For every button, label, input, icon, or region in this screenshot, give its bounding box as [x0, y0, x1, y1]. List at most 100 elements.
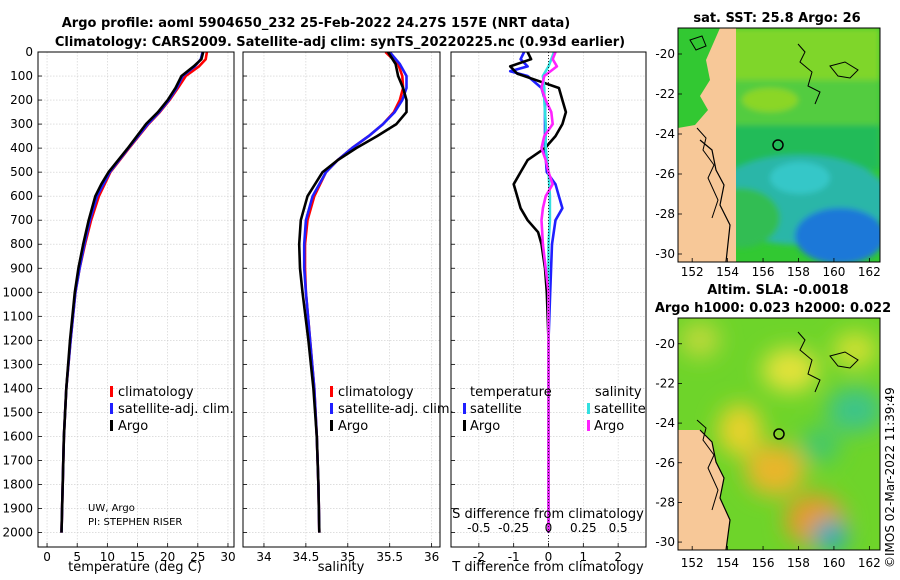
map-lat-label: -28 — [655, 207, 675, 221]
salinity-axes-frame — [242, 51, 441, 548]
temperature-series — [60, 52, 209, 533]
temperature-tick-labels: 0 5 10 15 20 25 30 — [43, 550, 235, 564]
legend-swatch-satellite-adj — [330, 403, 333, 414]
legend-swatch-salinity-argo — [587, 420, 590, 431]
map-lat-label: -20 — [655, 47, 675, 61]
difference-panel: -2 -1 0 1 2 -0.5 -0.25 0 0.25 0.5 S difference f… — [450, 51, 647, 575]
x-tick-label: 2 — [614, 550, 622, 564]
x-tick-label: 30 — [220, 550, 235, 564]
temperature-x-axis-label: temperature (deg C) — [68, 560, 202, 575]
x-tick-label: 20 — [160, 550, 175, 564]
x-tick-label: 1 — [580, 550, 588, 564]
depth-tick-label: 100 — [10, 69, 33, 83]
salinity-legend: climatology satellite-adj. clim. Argo — [330, 385, 454, 434]
map-lat-label: -30 — [655, 535, 675, 549]
difference-legend: temperature salinity satellite Argo sate… — [463, 385, 646, 434]
map-lat-label: -22 — [655, 87, 675, 101]
x-tick-label: 35 — [340, 550, 355, 564]
s-tick-label: -0.25 — [498, 521, 529, 535]
map-lat-label: -26 — [655, 167, 675, 181]
depth-tick-label: 1400 — [2, 381, 33, 395]
map-lon-label: 160 — [822, 556, 845, 570]
title-line-1: Argo profile: aoml 5904650_232 25-Feb-20… — [62, 16, 571, 31]
legend-label-satellite-adj: satellite-adj. clim. — [118, 402, 234, 417]
depth-tick-label: 500 — [10, 165, 33, 179]
depth-tick-label: 300 — [10, 117, 33, 131]
map-lon-label: 156 — [752, 556, 775, 570]
x-tick-label: 0 — [43, 550, 51, 564]
depth-tick-label: 1700 — [2, 453, 33, 467]
sla-map-frame — [677, 317, 881, 551]
x-tick-label: 34 — [256, 550, 271, 564]
x-tick-label: 25 — [190, 550, 205, 564]
salinity-series — [297, 52, 408, 533]
sla-map-panel: Altim. SLA: -0.0018 Argo h1000: 0.023 h2… — [655, 283, 891, 570]
salinity-x-axis-label: salinity — [318, 560, 365, 575]
legend-label-temperature-argo: Argo — [470, 419, 500, 434]
series-line-3 — [297, 52, 408, 533]
series-line-4 — [540, 52, 559, 533]
legend-title-salinity: salinity — [595, 385, 642, 400]
legend-swatch-satellite-adj — [110, 403, 113, 414]
depth-tick-label: 0 — [25, 45, 33, 59]
sst-map-tick-labels: 152 154 156 158 160 162 -20 -22 -24 -26 -28 -30 — [655, 47, 880, 279]
depth-tick-label: 1200 — [2, 333, 33, 347]
map-lat-label: -26 — [655, 456, 675, 470]
s-tick-label: 0.25 — [570, 521, 597, 535]
credit-line-2: PI: STEPHEN RISER — [88, 517, 182, 528]
map-lon-label: 158 — [787, 556, 810, 570]
imos-timestamp: ©IMOS 02-Mar-2022 11:39:49 — [883, 387, 897, 568]
argo-float-marker — [773, 428, 785, 440]
salinity-panel: 34 34.5 35 35.5 36 salinity climatology sate… — [242, 51, 454, 575]
depth-tick-label: 1800 — [2, 478, 33, 492]
x-tick-label: 34.5 — [293, 550, 320, 564]
sst-field — [678, 28, 880, 262]
series-line-3 — [60, 52, 205, 533]
map-lon-label: 160 — [822, 265, 845, 279]
legend-swatch-salinity-satellite — [587, 403, 590, 414]
sla-map-tick-labels: 152 154 156 158 160 162 -20 -22 -24 -26 -28 -30 — [655, 337, 880, 570]
depth-tick-label: 1300 — [2, 357, 33, 371]
map-lat-label: -24 — [655, 127, 675, 141]
title-line-2: Climatology: CARS2009. Satellite-adj cli… — [55, 35, 625, 50]
sst-map-title: sat. SST: 25.8 Argo: 26 — [693, 11, 860, 26]
sst-map-panel: sat. SST: 25.8 Argo: 26 — [655, 11, 881, 279]
depth-tick-label: 1500 — [2, 405, 33, 419]
legend-swatch-temperature-satellite — [463, 403, 466, 414]
legend-title-temperature: temperature — [470, 385, 552, 400]
depth-tick-label: 2000 — [2, 526, 33, 540]
legend-label-climatology: climatology — [338, 385, 414, 400]
sla-field — [678, 318, 880, 550]
depth-tick-label: 1000 — [2, 285, 33, 299]
s-tick-label: 0 — [545, 521, 553, 535]
difference-series — [508, 52, 568, 547]
legend-swatch-climatology — [110, 386, 113, 397]
depth-tick-label: 1100 — [2, 309, 33, 323]
legend-label-satellite-adj: satellite-adj. clim. — [338, 402, 454, 417]
depth-tick-label: 600 — [10, 189, 33, 203]
map-lon-label: 152 — [681, 556, 704, 570]
depth-tick-labels: 0 100 200 300 400 500 600 700 800 900 1000 1100 1200… — [2, 45, 33, 540]
legend-label-climatology: climatology — [118, 385, 194, 400]
depth-tick-label: 200 — [10, 93, 33, 107]
x-tick-label: 10 — [100, 550, 115, 564]
legend-swatch-argo — [330, 420, 333, 431]
x-tick-label: -2 — [473, 550, 485, 564]
argo-float-marker — [772, 139, 784, 151]
legend-label-salinity-satellite: satellite — [594, 402, 646, 417]
map-lat-label: -28 — [655, 495, 675, 509]
x-tick-label: 5 — [73, 550, 81, 564]
x-tick-label: 15 — [130, 550, 145, 564]
temperature-axes-frame — [37, 51, 235, 548]
legend-label-temperature-satellite: satellite — [470, 402, 522, 417]
temperature-panel: 0100200300400500600700800900100011001200… — [2, 45, 235, 575]
s-tick-label: 0.5 — [609, 521, 628, 535]
map-lon-label: 154 — [716, 556, 739, 570]
temperature-grid — [38, 51, 234, 547]
legend-label-salinity-argo: Argo — [594, 419, 624, 434]
map-lon-label: 152 — [681, 265, 704, 279]
depth-tick-label: 1900 — [2, 502, 33, 516]
map-lat-label: -22 — [655, 376, 675, 390]
sst-map-frame — [677, 27, 881, 263]
